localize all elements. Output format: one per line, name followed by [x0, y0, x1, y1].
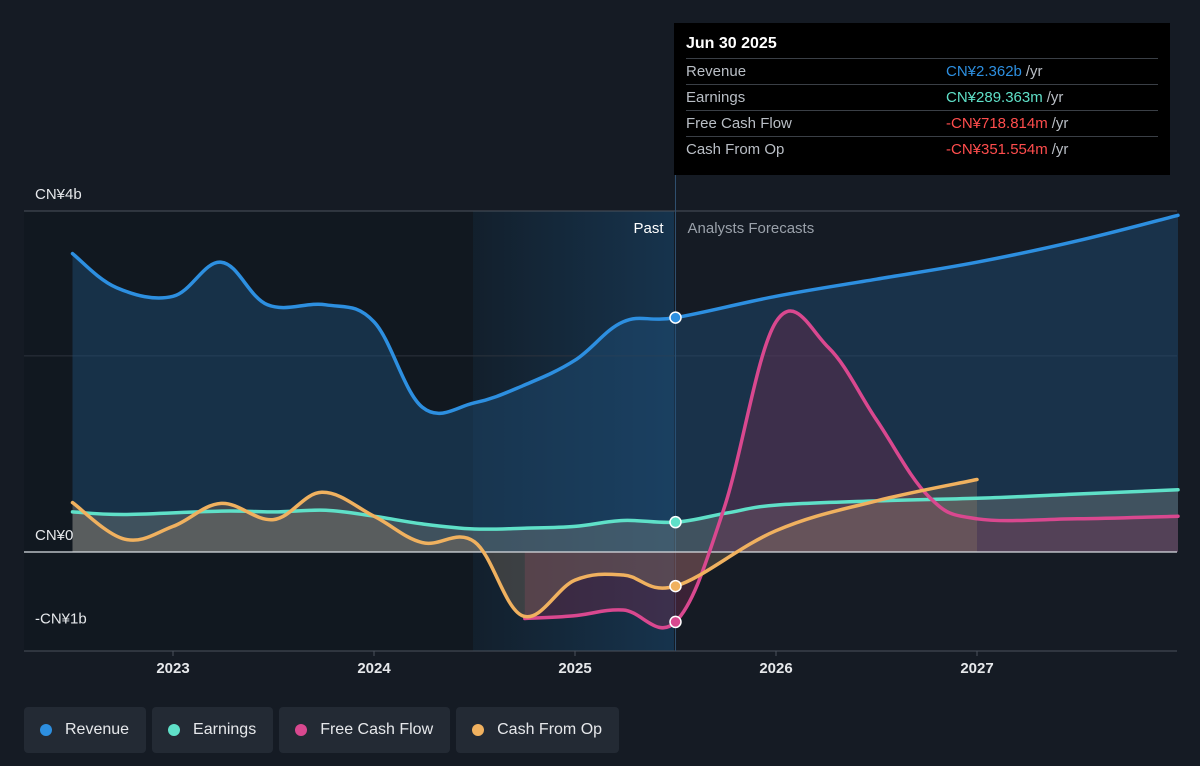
- legend-label: Revenue: [65, 721, 130, 738]
- revenue-dot-icon: [40, 724, 52, 736]
- tooltip-row-revenue: Revenue CN¥2.362b /yr: [686, 58, 1158, 84]
- forecast-label: Analysts Forecasts: [688, 220, 815, 237]
- free-cash-flow-area: [524, 311, 1178, 628]
- revenue-now-marker: [669, 311, 682, 324]
- tooltip-row-free-cash-flow: Free Cash Flow -CN¥718.814m /yr: [686, 110, 1158, 136]
- legend-item-free-cash-flow[interactable]: Free Cash Flow: [279, 707, 451, 753]
- tooltip-value: -CN¥351.554m: [946, 141, 1048, 158]
- chart-area: CN¥4b CN¥0 -CN¥1b 2023 2024 2025 2026 2027 Past A…: [24, 175, 1180, 677]
- free-cash-flow-dot-icon: [295, 724, 308, 736]
- tooltip-value: CN¥289.363m: [946, 89, 1043, 106]
- tooltip-unit: /yr: [1046, 89, 1064, 106]
- gridlines: [24, 175, 1177, 652]
- earnings-now-marker: [669, 515, 682, 529]
- financial-chart: CN¥4b CN¥0 -CN¥1b 2023 2024 2025 2026 2027 Past A…: [24, 175, 1180, 677]
- x-tick-label: 2025: [558, 660, 591, 677]
- tooltip-unit: /yr: [1025, 63, 1043, 80]
- legend-item-cash-from-op[interactable]: Cash From Op: [456, 707, 620, 753]
- tooltip-label: Cash From Op: [686, 141, 785, 158]
- y-tick-label: -CN¥1b: [35, 610, 87, 627]
- revenue-line: [70, 213, 1180, 415]
- x-tick-label: 2026: [759, 660, 792, 677]
- tooltip-unit: /yr: [1051, 141, 1069, 158]
- cash-from-op-dot-icon: [472, 724, 485, 736]
- chart-legend: Revenue Earnings Free Cash Flow Cash Fro…: [24, 707, 620, 753]
- x-tick-label: 2027: [960, 660, 993, 677]
- cash-from-op-now-marker: [669, 579, 682, 593]
- tooltip-label: Earnings: [686, 89, 746, 106]
- y-tick-label: CN¥0: [35, 527, 73, 544]
- cash-from-op-line: [70, 477, 979, 619]
- series-areas: [72, 215, 1178, 628]
- free-cash-flow-line: [523, 309, 1180, 630]
- legend-item-revenue[interactable]: Revenue: [24, 707, 147, 753]
- tooltip-unit: /yr: [1051, 115, 1069, 132]
- free-cash-flow-now-marker: [669, 615, 682, 629]
- earnings-line: [70, 488, 1180, 531]
- tooltip-label: Revenue: [686, 63, 747, 80]
- tooltip-label: Free Cash Flow: [686, 115, 792, 132]
- x-tick-label: 2023: [156, 660, 189, 677]
- tooltip-row-cash-from-op: Cash From Op -CN¥351.554m /yr: [686, 136, 1158, 162]
- cash-from-op-area: [72, 479, 977, 617]
- legend-item-earnings[interactable]: Earnings: [152, 707, 274, 753]
- y-tick-label: CN¥4b: [35, 186, 82, 203]
- tooltip-row-earnings: Earnings CN¥289.363m /yr: [686, 84, 1158, 110]
- revenue-area: [72, 215, 1178, 553]
- data-tooltip: Jun 30 2025 Revenue CN¥2.362b /yr Earnin…: [674, 23, 1170, 175]
- tooltip-value: CN¥2.362b: [946, 63, 1022, 80]
- x-tick-label: 2024: [357, 660, 391, 677]
- past-label: Past: [633, 220, 664, 237]
- legend-label: Earnings: [193, 721, 257, 738]
- past-year-highlight: [473, 211, 674, 651]
- tooltip-value: -CN¥718.814m: [946, 115, 1048, 132]
- earnings-dot-icon: [168, 724, 181, 736]
- legend-label: Free Cash Flow: [320, 721, 434, 738]
- series-lines: [24, 213, 1180, 630]
- legend-label: Cash From Op: [497, 721, 603, 738]
- now-markers: [669, 311, 682, 629]
- axis-labels: CN¥4b CN¥0 -CN¥1b 2023 2024 2025 2026 2027 Past A…: [35, 186, 994, 677]
- tooltip-date: Jun 30 2025: [686, 35, 777, 52]
